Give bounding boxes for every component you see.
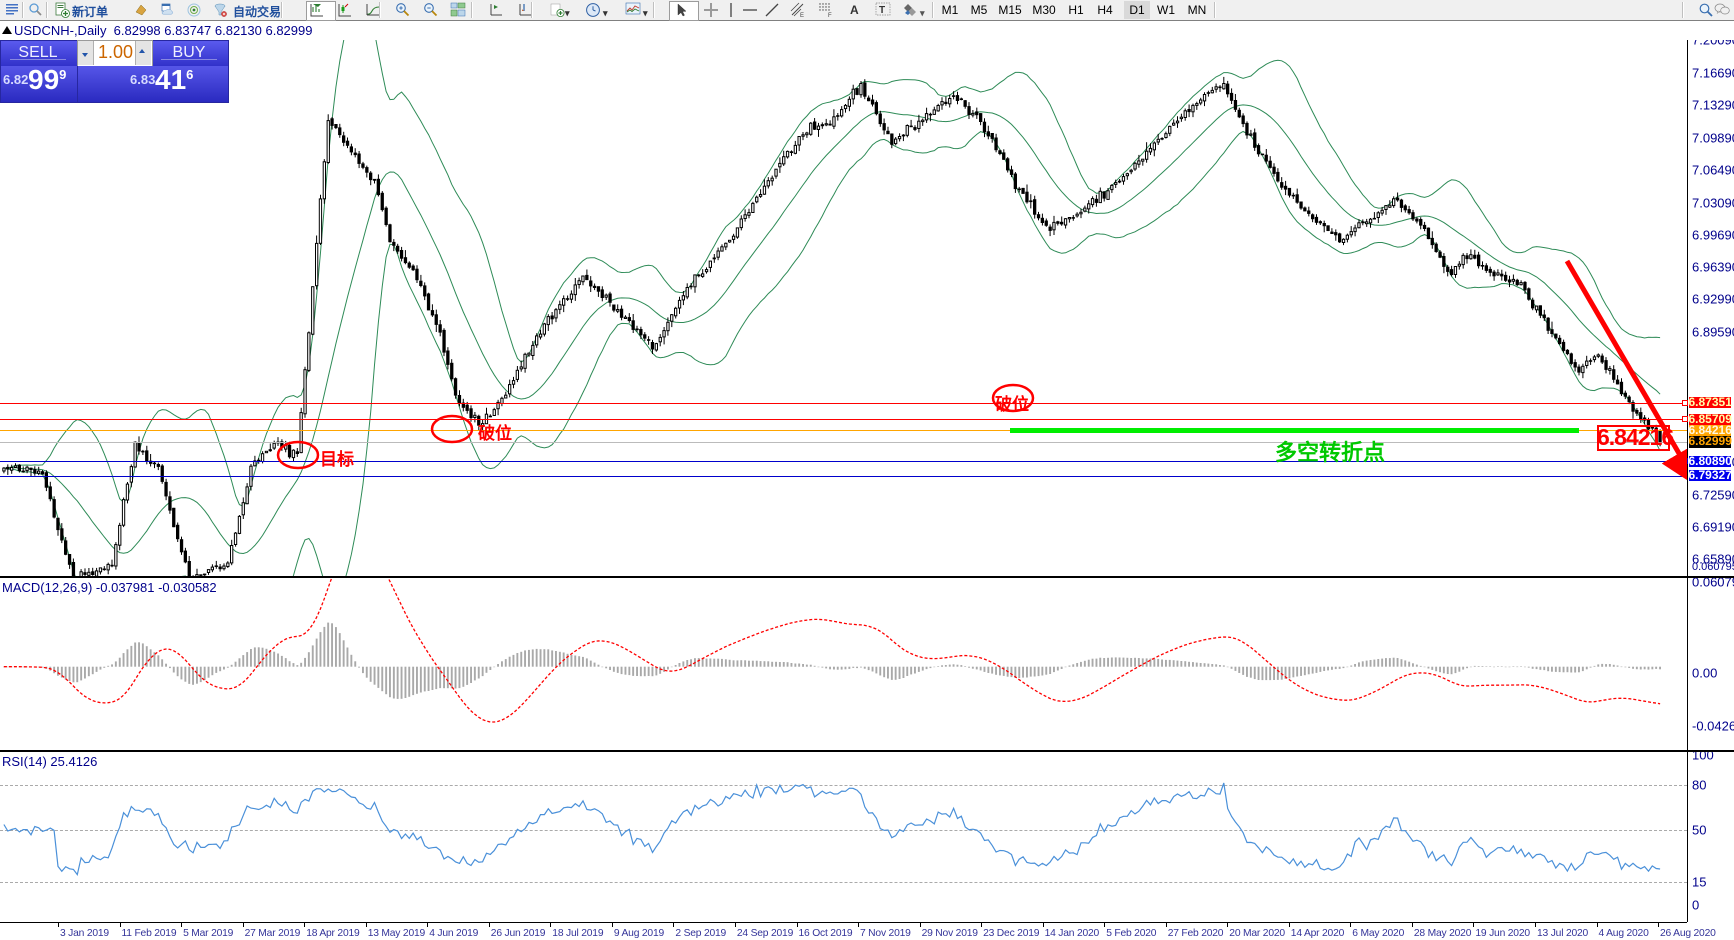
svg-text:F: F bbox=[828, 13, 832, 18]
svg-text:T: T bbox=[879, 5, 885, 16]
svg-text:E: E bbox=[800, 13, 804, 18]
svg-text:A: A bbox=[850, 3, 859, 17]
